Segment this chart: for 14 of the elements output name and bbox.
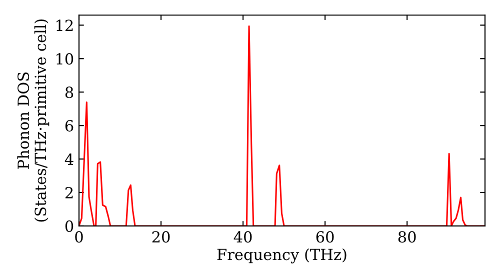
x-tick-label: 20 [152,231,170,243]
y-tick-label: 10 [56,53,74,65]
y-tick-label: 2 [65,186,73,198]
x-tick-label: 40 [234,231,252,243]
y-axis-title: Phonon DOS (States/THz·primitive cell) [17,20,50,222]
x-tick-label: 60 [316,231,334,243]
y-tick-label: 4 [64,153,74,165]
y-tick-label: 6 [65,120,74,132]
x-tick-label: 0 [75,231,83,243]
y-tick-label: 8 [65,86,74,98]
x-axis-title: Frequency (THz) [217,248,346,264]
y-tick-label: 0 [65,220,74,232]
y-tick-label: 12 [56,20,73,31]
x-tick-label: 80 [398,231,416,243]
